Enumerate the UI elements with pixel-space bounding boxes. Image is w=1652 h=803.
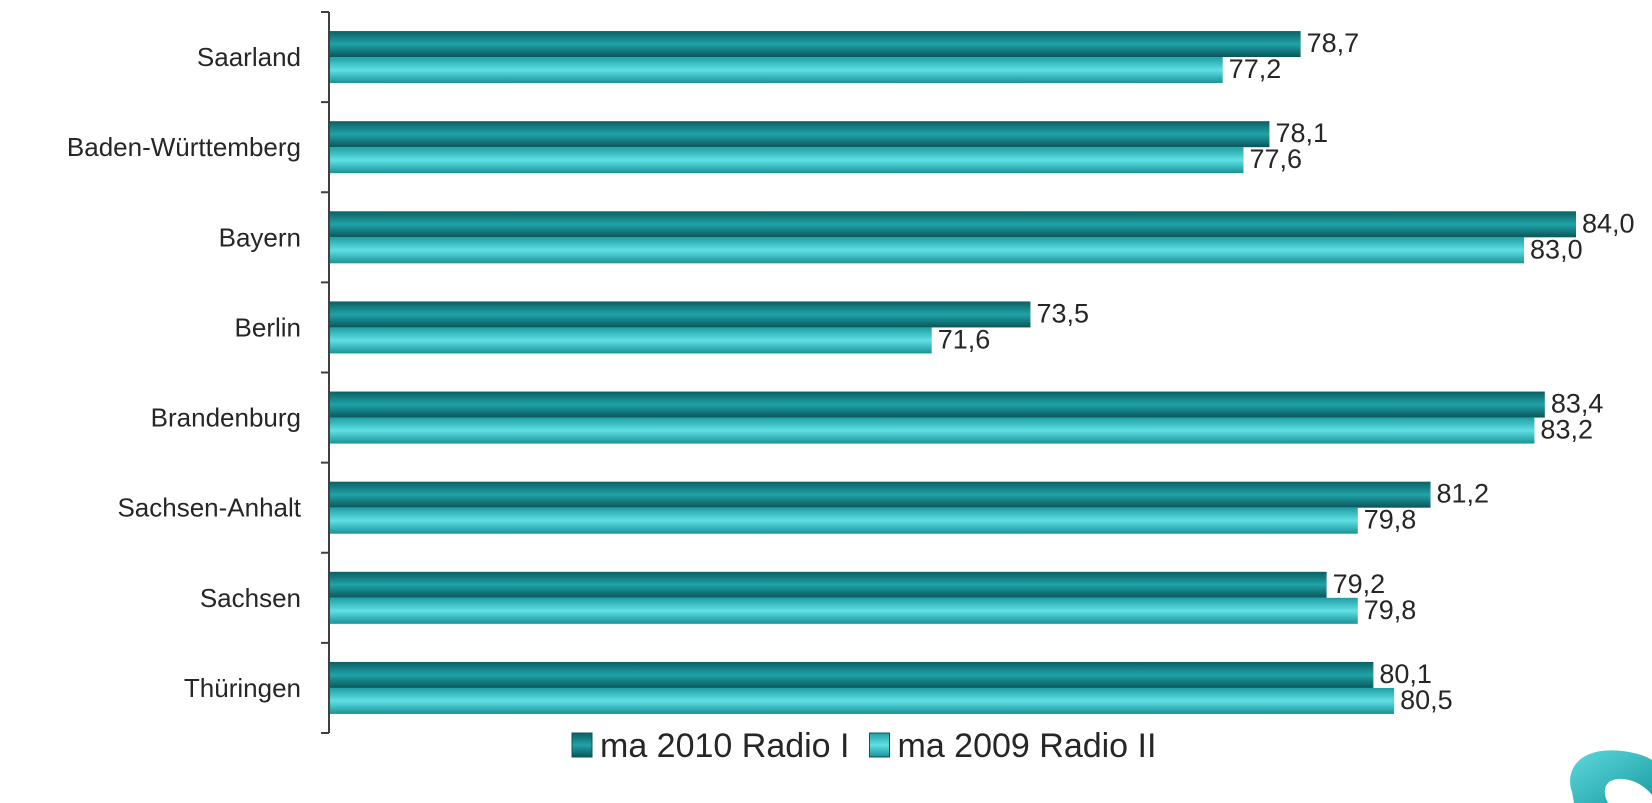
bar-series-2 [330,597,1358,624]
bars [330,31,1576,714]
value-labels: 78,7 77,2 78,177,6 84,083,0 73,5 71,6 83,483,2… [938,28,1635,715]
bar-series-1 [330,571,1327,598]
data-label: 80,1 [1379,659,1432,689]
bar-series-1 [330,391,1545,418]
data-label: 83,4 [1551,389,1604,419]
data-label: 77,2 [1229,54,1282,84]
legend: ma 2010 Radio I ma 2009 Radio II [571,727,1157,765]
data-label: 73,5 [1036,298,1089,328]
bar-series-2 [330,687,1395,714]
data-label: 81,2 [1437,479,1490,509]
bar-series-2 [330,57,1223,84]
data-label: 78,1 [1275,118,1328,148]
category-label: Baden-Württemberg [67,132,301,162]
category-labels: Saarland Baden-Württemberg Bayern Berlin Bra… [67,42,302,703]
bar-series-2 [330,147,1244,174]
legend-label: ma 2010 Radio I [600,727,850,765]
category-label: Bayern [219,222,301,252]
data-label: 78,7 [1307,28,1360,58]
bar-series-1 [330,301,1031,328]
category-label: Berlin [235,312,301,342]
bar-series-2 [330,327,932,354]
data-label: 83,2 [1540,415,1593,445]
bar-series-1 [330,121,1270,148]
legend-label: ma 2009 Radio II [898,727,1157,765]
data-label: 79,8 [1364,595,1417,625]
data-label: 84,0 [1582,208,1635,238]
data-label: 83,0 [1530,234,1583,264]
axis [321,11,330,734]
legend-swatch [571,732,593,758]
category-label: Brandenburg [151,403,301,433]
swirl-logo-icon [1570,750,1652,803]
bar-series-1 [330,481,1431,508]
bar-series-2 [330,507,1358,534]
data-label: 79,2 [1333,569,1386,599]
bar-series-1 [330,31,1301,58]
data-label: 77,6 [1249,144,1302,174]
legend-swatch [869,732,890,758]
bar-series-2 [330,417,1535,444]
category-label: Sachsen-Anhalt [117,493,301,523]
category-label: Thüringen [184,673,301,703]
category-label: Saarland [197,42,301,72]
data-label: 71,6 [938,324,991,354]
bar-series-1 [330,661,1374,688]
bar-series-2 [330,237,1525,264]
category-label: Sachsen [200,583,301,613]
bar-series-1 [330,211,1576,238]
data-label: 80,5 [1400,685,1453,715]
data-label: 79,8 [1364,505,1417,535]
